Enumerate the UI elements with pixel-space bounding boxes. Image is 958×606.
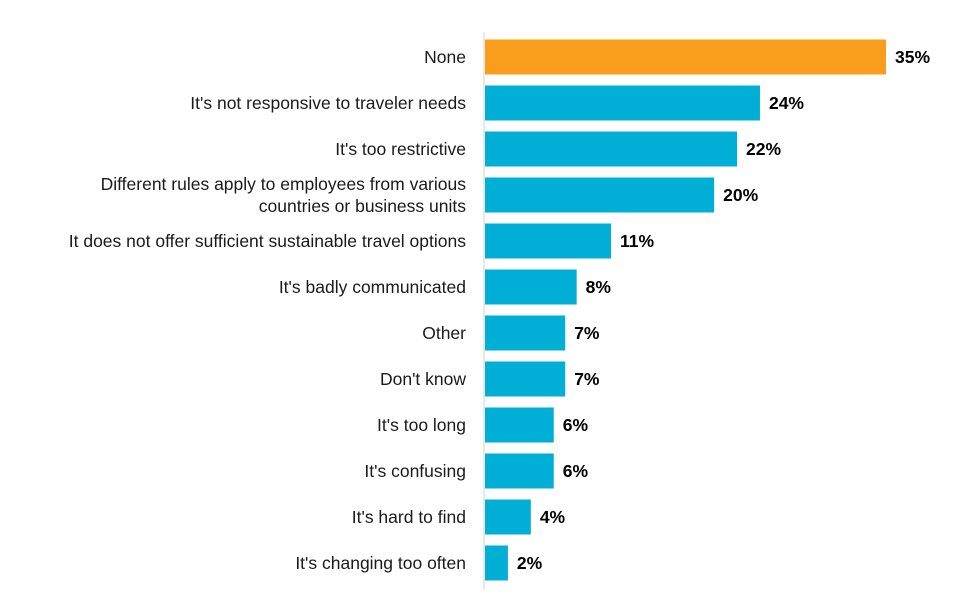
bar-3 — [485, 177, 715, 213]
value-label-1: 24% — [769, 93, 804, 113]
category-label-4-line-0: It does not offer sufficient sustainable… — [69, 231, 466, 251]
value-label-6: 7% — [574, 323, 600, 343]
category-label-10-line-0: It's hard to find — [352, 507, 466, 527]
category-label-8: It's too long — [377, 415, 466, 435]
value-label-4: 11% — [620, 231, 654, 251]
category-label-3-line-1: countries or business units — [259, 196, 466, 216]
bar-6 — [485, 315, 566, 351]
value-label-9: 6% — [563, 461, 589, 481]
category-label-9: It's confusing — [364, 461, 466, 481]
category-label-2-line-0: It's too restrictive — [335, 139, 466, 159]
category-label-8-line-0: It's too long — [377, 415, 466, 435]
bar-0 — [485, 39, 886, 75]
category-labels-group: None It's not responsive to traveler need… — [69, 47, 467, 573]
bar-4 — [485, 223, 612, 259]
category-label-7: Don't know — [380, 369, 466, 389]
value-label-2: 22% — [746, 139, 781, 159]
bar-2 — [485, 131, 738, 167]
category-label-11: It's changing too often — [295, 553, 466, 573]
category-label-9-line-0: It's confusing — [364, 461, 466, 481]
category-label-10: It's hard to find — [352, 507, 466, 527]
bar-11 — [485, 545, 508, 581]
category-label-5: It's badly communicated — [279, 277, 466, 297]
category-label-3-line-0: Different rules apply to employees from … — [101, 174, 467, 194]
category-label-0: None — [424, 47, 466, 67]
category-label-6-line-0: Other — [422, 323, 466, 343]
category-label-2: It's too restrictive — [335, 139, 466, 159]
category-label-0-line-0: None — [424, 47, 466, 67]
category-label-1: It's not responsive to traveler needs — [190, 93, 466, 113]
value-label-0: 35% — [895, 47, 930, 67]
value-label-8: 6% — [563, 415, 589, 435]
value-label-7: 7% — [574, 369, 600, 389]
category-label-7-line-0: Don't know — [380, 369, 466, 389]
bars-group — [485, 39, 886, 581]
bar-7 — [485, 361, 566, 397]
bar-5 — [485, 269, 577, 305]
bar-1 — [485, 85, 760, 121]
category-label-4: It does not offer sufficient sustainable… — [69, 231, 466, 251]
value-labels-group: 35% 24% 22% 20% 11% 8% 7% 7% 6% 6% 4% 2% — [517, 47, 931, 573]
bar-10 — [485, 499, 531, 535]
category-label-6: Other — [422, 323, 466, 343]
value-label-10: 4% — [540, 507, 566, 527]
category-label-1-line-0: It's not responsive to traveler needs — [190, 93, 466, 113]
category-label-3: Different rules apply to employees from … — [101, 174, 467, 216]
value-label-3: 20% — [723, 185, 758, 205]
bar-8 — [485, 407, 554, 443]
value-label-11: 2% — [517, 553, 543, 573]
category-label-5-line-0: It's badly communicated — [279, 277, 466, 297]
value-label-5: 8% — [586, 277, 612, 297]
category-label-11-line-0: It's changing too often — [295, 553, 466, 573]
bar-9 — [485, 453, 554, 489]
